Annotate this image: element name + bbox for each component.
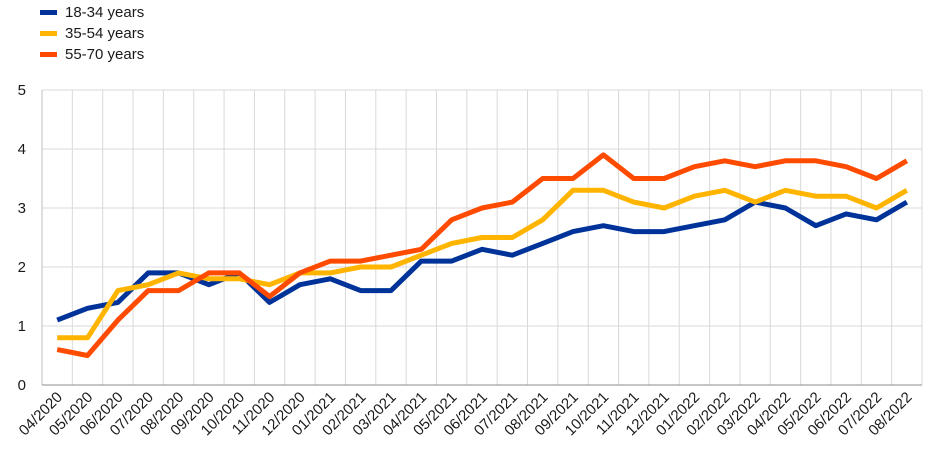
legend-item-35-54: 35-54 years: [40, 23, 144, 44]
y-tick-label: 2: [18, 259, 26, 276]
y-tick-label: 0: [18, 377, 26, 394]
legend-swatch-55-70: [40, 52, 57, 57]
legend-swatch-18-34: [40, 10, 57, 15]
y-tick-label: 5: [18, 82, 26, 99]
legend-item-55-70: 55-70 years: [40, 44, 144, 65]
legend-label-18-34: 18-34 years: [65, 4, 145, 21]
chart-legend: 18-34 years 35-54 years 55-70 years: [40, 2, 144, 65]
y-tick-label: 3: [18, 200, 26, 217]
series-line-2: [57, 187, 909, 341]
y-tick-label: 1: [18, 318, 26, 335]
legend-label-35-54: 35-54 years: [65, 25, 145, 42]
legend-item-18-34: 18-34 years: [40, 2, 144, 23]
series-line-1: [56, 199, 909, 323]
y-tick-label: 4: [18, 141, 26, 158]
legend-label-55-70: 55-70 years: [65, 46, 145, 63]
series-line-3: [56, 152, 909, 358]
legend-swatch-35-54: [40, 31, 57, 36]
